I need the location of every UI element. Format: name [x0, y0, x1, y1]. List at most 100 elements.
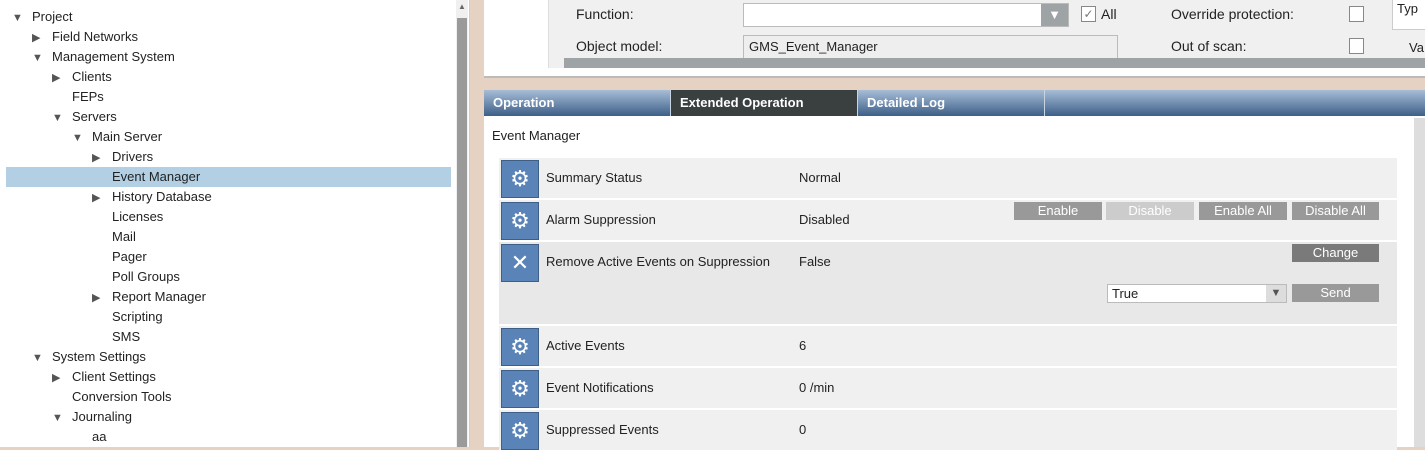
tree-item[interactable]: ▼ System Settings [32, 347, 146, 367]
gears-icon: ⚙ [501, 202, 539, 240]
property-row: ⚙ Active Events 6 [499, 326, 1397, 366]
collapsed-icon[interactable]: ▶ [32, 32, 41, 44]
override-label: Override protection: [1171, 6, 1294, 22]
tree-item-label: Conversion Tools [72, 389, 172, 404]
collapsed-icon[interactable]: ▶ [92, 152, 101, 164]
tree-item[interactable]: Poll Groups [92, 267, 180, 287]
operation-panel: Operation Extended Operation Detailed Lo… [484, 90, 1425, 450]
scroll-thumb[interactable] [457, 18, 467, 447]
row-value: Normal [799, 170, 841, 185]
tree-item-label: Report Manager [112, 289, 206, 304]
tree-item[interactable]: Scripting [92, 307, 163, 327]
expanded-icon[interactable]: ▼ [72, 132, 83, 144]
function-select[interactable]: ▼ [743, 3, 1069, 27]
tab-detailed-log[interactable]: Detailed Log [858, 90, 1045, 116]
tree-item[interactable]: Mail [92, 227, 136, 247]
enable-button[interactable]: Enable [1014, 202, 1102, 220]
collapsed-icon[interactable]: ▶ [52, 372, 61, 384]
collapsed-icon[interactable]: ▶ [92, 192, 101, 204]
tab-extended-operation[interactable]: Extended Operation [671, 90, 858, 116]
tree-item-label: History Database [112, 189, 212, 204]
tree-item[interactable]: Pager [92, 247, 147, 267]
horizontal-scrollbar[interactable] [564, 58, 1425, 68]
expanded-icon[interactable]: ▼ [32, 52, 43, 64]
send-button[interactable]: Send [1292, 284, 1379, 302]
object-model-label: Object model: [576, 38, 663, 54]
row-label: Remove Active Events on Suppression [546, 254, 771, 269]
gears-icon: ⚙ [501, 160, 539, 198]
tree-item[interactable]: Conversion Tools [52, 387, 171, 407]
tree-item-label: Licenses [112, 209, 164, 224]
all-checkbox[interactable]: ✓ [1081, 6, 1096, 22]
tree-item[interactable]: ▶ Report Manager [92, 287, 206, 307]
tree-item-label: Scripting [112, 309, 163, 324]
function-label: Function: [576, 6, 634, 22]
row-value: 0 [799, 422, 807, 437]
tree-item[interactable]: ▶ Field Networks [32, 27, 138, 47]
tree-item[interactable]: Event Manager [6, 167, 451, 187]
expanded-icon[interactable]: ▼ [52, 412, 63, 424]
tree-item[interactable]: ▼ Project [12, 7, 72, 27]
tree-item[interactable]: aa [72, 427, 106, 447]
tree-item-label: Pager [112, 249, 147, 264]
tree-item[interactable]: ▶ Drivers [92, 147, 153, 167]
tree-item[interactable]: ▶ Clients [52, 67, 112, 87]
expanded-icon[interactable]: ▼ [12, 12, 23, 24]
select-value: True [1112, 286, 1139, 301]
value-select[interactable]: True ▼ [1107, 284, 1287, 303]
panel-scrollbar[interactable] [1414, 118, 1425, 447]
property-row: ⚙ Event Notifications 0 /min [499, 368, 1397, 408]
tree-item[interactable]: ▶ History Database [92, 187, 212, 207]
expanded-icon[interactable]: ▼ [32, 352, 43, 364]
out-of-scan-label: Out of scan: [1171, 38, 1247, 54]
tree-item[interactable]: SMS [92, 327, 140, 347]
row-label: Active Events [546, 338, 625, 353]
override-checkbox[interactable] [1349, 6, 1364, 22]
tree-item-label: Clients [72, 69, 112, 84]
tree-item-label: Client Settings [72, 369, 156, 384]
properties-panel: Function: ▼ ✓ All Override protection: O… [484, 0, 1425, 78]
change-button[interactable]: Change [1292, 244, 1379, 262]
row-label: Event Notifications [546, 380, 654, 395]
chevron-down-icon[interactable]: ▼ [1041, 4, 1068, 26]
scroll-up-icon[interactable]: ▲ [458, 2, 466, 11]
tree-scrollbar[interactable]: ▲ [456, 0, 468, 447]
property-row: ⚙ Summary Status Normal [499, 158, 1397, 198]
tree-item[interactable]: ▼ Servers [52, 107, 117, 127]
tree-item-label: SMS [112, 329, 141, 344]
tree-item-label: Project [32, 9, 73, 24]
row-label: Alarm Suppression [546, 212, 656, 227]
row-value: False [799, 254, 831, 269]
close-icon: ✕ [501, 244, 539, 282]
tree-item[interactable]: ▶ Client Settings [52, 367, 156, 387]
disable-all-button[interactable]: Disable All [1292, 202, 1379, 220]
tree-item-label: FEPs [72, 89, 104, 104]
tree-item-label: Journaling [72, 409, 132, 424]
row-value: Disabled [799, 212, 850, 227]
object-model-field: GMS_Event_Manager [743, 35, 1118, 59]
row-value: 6 [799, 338, 807, 353]
tab-bar: Operation Extended Operation Detailed Lo… [484, 90, 1425, 116]
tree-item[interactable]: FEPs [52, 87, 104, 107]
out-of-scan-checkbox[interactable] [1349, 38, 1364, 54]
tree-item-label: Servers [72, 109, 117, 124]
gears-icon: ⚙ [501, 370, 539, 408]
disable-button[interactable]: Disable [1106, 202, 1194, 220]
collapsed-icon[interactable]: ▶ [92, 292, 101, 304]
property-row: ⚙ Suppressed Events 0 [499, 410, 1397, 450]
row-label: Summary Status [546, 170, 643, 185]
property-row: ✕ Remove Active Events on Suppression Fa… [499, 242, 1397, 324]
tree-item[interactable]: Licenses [92, 207, 163, 227]
tree-item-label: System Settings [52, 349, 146, 364]
tree-item[interactable]: ▼ Journaling [52, 407, 132, 427]
tab-operation[interactable]: Operation [484, 90, 671, 116]
expanded-icon[interactable]: ▼ [52, 112, 63, 124]
property-row: ⚙ Alarm Suppression Disabled Enable Disab… [499, 200, 1397, 240]
enable-all-button[interactable]: Enable All [1199, 202, 1287, 220]
tree-item-label: Field Networks [52, 29, 138, 44]
va-label: Va [1409, 40, 1424, 55]
tree-item[interactable]: ▼ Main Server [72, 127, 162, 147]
tree-item[interactable]: ▼ Management System [32, 47, 175, 67]
collapsed-icon[interactable]: ▶ [52, 72, 61, 84]
chevron-down-icon[interactable]: ▼ [1266, 285, 1286, 302]
